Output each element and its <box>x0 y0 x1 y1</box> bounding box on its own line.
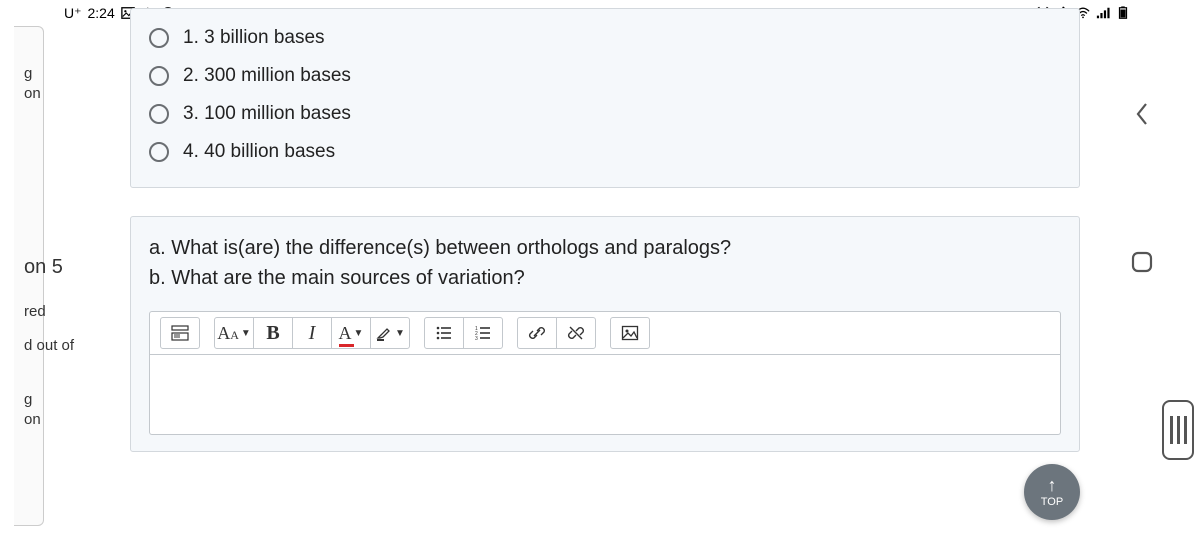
sidebar-label: g <box>24 390 106 410</box>
radio-icon[interactable] <box>149 104 169 124</box>
unlink-button[interactable] <box>556 317 596 349</box>
radio-icon[interactable] <box>149 142 169 162</box>
option-row[interactable]: 1. 3 billion bases <box>149 19 1061 57</box>
editor-textarea[interactable] <box>149 355 1061 435</box>
editor-toolbar: AA▼ B I A▼ ▼ 123 <box>149 311 1061 355</box>
option-label: 3. 100 million bases <box>183 103 351 125</box>
sidebar-tab-1[interactable]: on 5 <box>14 248 110 287</box>
question-line: a. What is(are) the difference(s) betwee… <box>149 233 1061 263</box>
sidebar-label: d out of <box>24 336 106 356</box>
system-nav-rail <box>1128 100 1156 276</box>
option-row[interactable]: 2. 300 million bases <box>149 57 1061 95</box>
font-size-button[interactable]: AA▼ <box>214 317 254 349</box>
bold-button[interactable]: B <box>253 317 293 349</box>
question-text: a. What is(are) the difference(s) betwee… <box>149 233 1061 293</box>
radio-icon[interactable] <box>149 66 169 86</box>
number-list-button[interactable]: 123 <box>463 317 503 349</box>
sidebar-tab-4[interactable]: g on <box>14 384 110 437</box>
home-button[interactable] <box>1128 248 1156 276</box>
back-button[interactable] <box>1128 100 1156 128</box>
arrow-up-icon: ↑ <box>1048 476 1057 494</box>
sidebar-tab-3[interactable]: d out of <box>14 330 110 362</box>
option-label: 2. 300 million bases <box>183 65 351 87</box>
sidebar-label: on <box>24 84 106 104</box>
link-group <box>517 317 596 349</box>
carrier-label: U⁺ <box>64 5 82 22</box>
sidebar-tab-0[interactable]: g on <box>14 58 110 111</box>
italic-button[interactable]: I <box>292 317 332 349</box>
insert-image-button[interactable] <box>610 317 650 349</box>
radio-icon[interactable] <box>149 28 169 48</box>
highlight-button[interactable]: ▼ <box>370 317 410 349</box>
signal-icon <box>1096 6 1110 20</box>
font-color-button[interactable]: A▼ <box>331 317 371 349</box>
sidebar-label: g <box>24 64 106 84</box>
fab-label: TOP <box>1041 496 1063 508</box>
recents-button[interactable] <box>1162 400 1194 460</box>
bullet-list-button[interactable] <box>424 317 464 349</box>
toggle-toolbar-button[interactable] <box>160 317 200 349</box>
content-area: 1. 3 billion bases 2. 300 million bases … <box>130 0 1080 480</box>
option-row[interactable]: 3. 100 million bases <box>149 95 1061 133</box>
scroll-top-button[interactable]: ↑ TOP <box>1024 464 1080 520</box>
sidebar-label: red <box>24 302 106 322</box>
option-label: 1. 3 billion bases <box>183 27 325 49</box>
battery-icon <box>1116 6 1130 20</box>
sidebar-label: on <box>24 410 106 430</box>
list-group: 123 <box>424 317 503 349</box>
sidebar-tab-2[interactable]: red <box>14 296 110 328</box>
question-4-panel: 1. 3 billion bases 2. 300 million bases … <box>130 8 1080 188</box>
question-5-panel: a. What is(are) the difference(s) betwee… <box>130 216 1080 452</box>
clock: 2:24 <box>88 5 115 21</box>
option-row[interactable]: 4. 40 billion bases <box>149 133 1061 171</box>
sidebar-label: on 5 <box>24 254 106 281</box>
font-group: AA▼ B I A▼ ▼ <box>214 317 410 349</box>
svg-text:3: 3 <box>475 336 478 342</box>
question-line: b. What are the main sources of variatio… <box>149 263 1061 293</box>
option-label: 4. 40 billion bases <box>183 141 335 163</box>
link-button[interactable] <box>517 317 557 349</box>
